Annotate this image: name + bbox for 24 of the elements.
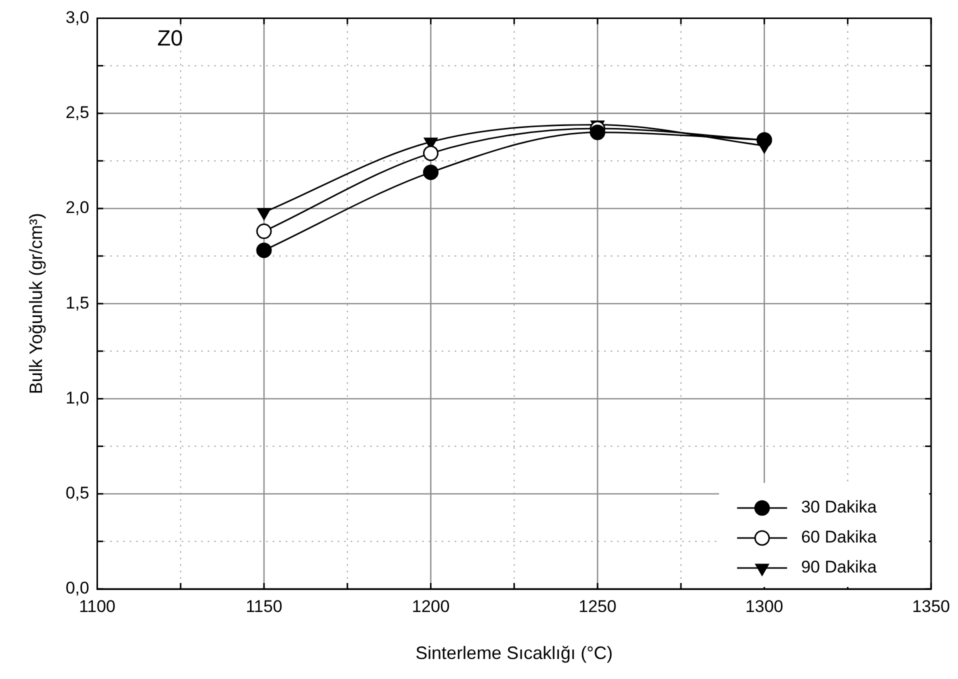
x-tick-label: 1200 (412, 596, 450, 616)
x-tick-label: 1250 (578, 596, 616, 616)
y-tick-label: 2,0 (66, 198, 90, 218)
x-tick-label: 1300 (745, 596, 784, 616)
legend-label: 60 Dakika (801, 528, 878, 547)
legend-label: 30 Dakika (801, 498, 878, 517)
x-tick-label: 1350 (912, 596, 950, 616)
y-tick-label: 3,0 (66, 8, 90, 27)
y-tick-label: 2,5 (66, 103, 90, 122)
y-tick-label: 0,5 (66, 484, 90, 503)
point (423, 164, 439, 180)
x-tick-label: 1100 (78, 596, 116, 616)
point (423, 146, 439, 162)
x-tick-label: 1150 (246, 596, 282, 616)
y-tick-label: 1,0 (66, 388, 90, 408)
annotation: Z0 (157, 25, 183, 50)
x-axis-title: Sinterleme Sıcaklığı (°C) (416, 643, 613, 664)
point (256, 242, 272, 258)
point (590, 124, 606, 140)
y-tick-label: 0,0 (66, 578, 90, 598)
legend-label: 90 Dakika (801, 558, 878, 577)
y-tick-label: 1,5 (66, 293, 90, 312)
point (256, 224, 272, 240)
y-axis-title: Bulk Yoğunluk (gr/cm³) (26, 213, 46, 394)
